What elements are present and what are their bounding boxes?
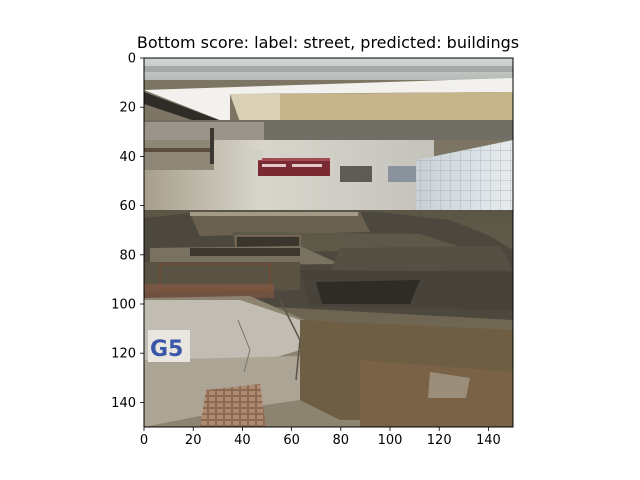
y-tick-label: 60 [119, 199, 136, 214]
x-tick-label: 20 [185, 433, 202, 448]
x-tick-label: 120 [427, 433, 452, 448]
svg-text:G5: G5 [150, 337, 183, 362]
y-tick-label: 80 [119, 248, 136, 263]
x-tick-label: 100 [378, 433, 403, 448]
y-tick-label: 140 [111, 396, 136, 411]
axes-frame [143, 57, 514, 428]
x-tick-label: 140 [476, 433, 501, 448]
x-tick-label: 80 [333, 433, 350, 448]
chart-title: Bottom score: label: street, predicted: … [136, 33, 520, 52]
y-tick-label: 40 [119, 150, 136, 165]
photo-image: G5 [144, 58, 513, 427]
y-tick-label: 120 [111, 347, 136, 362]
x-axis: 0 20 40 60 80 100 120 140 [140, 427, 501, 448]
x-tick-label: 0 [140, 433, 148, 448]
y-tick-label: 0 [128, 52, 136, 67]
y-tick-label: 100 [111, 298, 136, 313]
x-tick-label: 60 [283, 433, 300, 448]
y-tick-label: 20 [119, 101, 136, 116]
x-tick-label: 40 [234, 433, 251, 448]
y-axis: 0 20 40 60 80 100 120 140 [111, 52, 144, 411]
